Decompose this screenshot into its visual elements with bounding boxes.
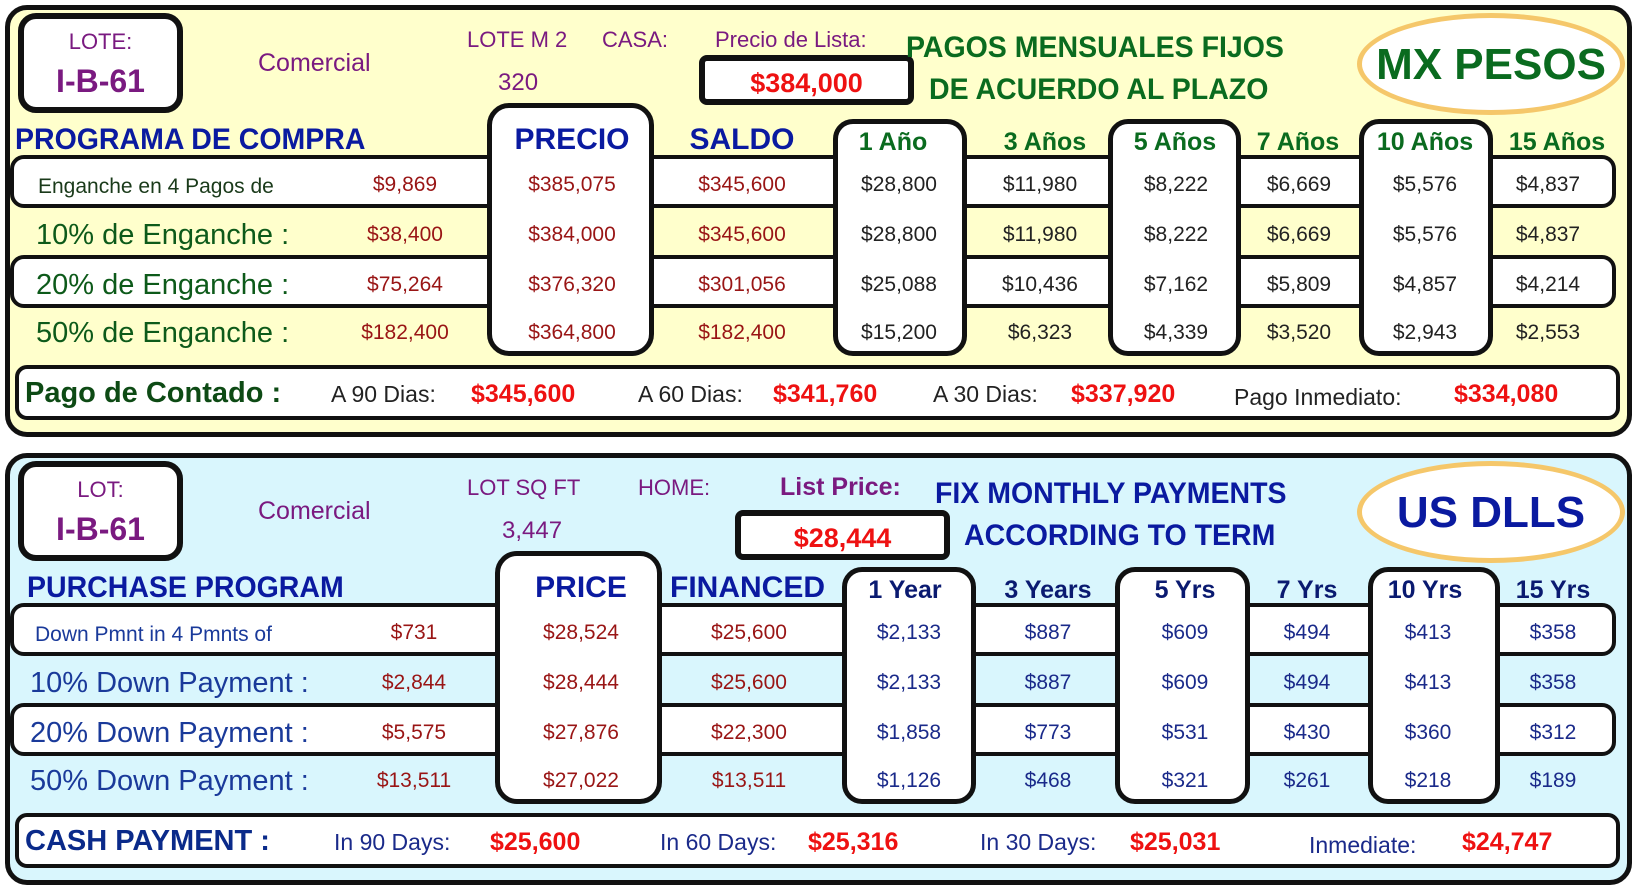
mx-pricing-panel — [5, 5, 1632, 437]
us-pricing-panel — [5, 453, 1632, 885]
